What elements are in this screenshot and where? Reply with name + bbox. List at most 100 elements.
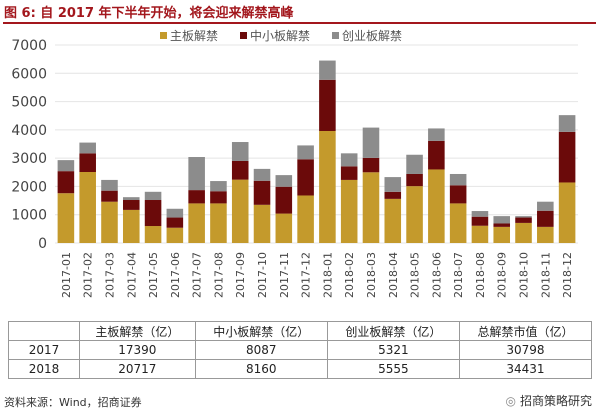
header-cell: [8, 321, 80, 341]
bar-segment: [558, 115, 576, 132]
x-tick-label: 2018-11: [539, 252, 552, 298]
watermark: ◎ 招商策略研究: [506, 392, 593, 409]
bar-segment: [210, 191, 227, 204]
title-rule: [3, 22, 596, 24]
x-tick-label: 2018-12: [561, 252, 574, 298]
x-tick-label: 2017-11: [278, 252, 291, 298]
cell: 20717: [79, 359, 196, 379]
cell: 5555: [326, 359, 460, 379]
bar-segment: [79, 172, 96, 243]
y-tick-label: 3000: [11, 151, 47, 167]
x-tick-label: 2017-04: [125, 252, 138, 298]
bar-segment: [537, 201, 554, 211]
bar-segment: [79, 142, 96, 154]
bar-segment: [362, 172, 380, 243]
bar-segment: [515, 216, 532, 218]
bar-segment: [319, 79, 336, 131]
bar-segment: [428, 169, 445, 243]
bar-segment: [122, 209, 140, 243]
x-tick-label: 2017-05: [147, 252, 160, 298]
legend-item: 中小板解禁: [240, 27, 310, 44]
bar-segment: [275, 213, 293, 243]
y-tick-label: 2000: [11, 179, 47, 195]
watermark-text: 招商策略研究: [519, 394, 592, 408]
x-tick-label: 2018-07: [452, 252, 465, 298]
bar-segment: [493, 223, 511, 227]
cell: 17390: [79, 340, 196, 360]
bar-segment: [166, 227, 184, 243]
table-row: 2018 20717 8160 5555 34431: [8, 359, 593, 379]
bar-segment: [188, 157, 205, 191]
cell: 2017: [8, 340, 80, 360]
cell: 34431: [458, 359, 593, 379]
x-tick-label: 2017-02: [82, 252, 95, 298]
bar-segment: [231, 179, 249, 243]
bar-segment: [231, 160, 249, 180]
bar-segment: [210, 203, 227, 243]
y-tick-label: 5000: [11, 95, 47, 111]
cell: 5321: [326, 340, 460, 360]
bar-segment: [449, 185, 467, 204]
x-tick-label: 2017-01: [60, 252, 73, 298]
bar-segment: [384, 198, 402, 243]
bar-segment: [340, 179, 358, 243]
bar-segment: [166, 208, 184, 218]
legend-label: 主板解禁: [170, 29, 219, 43]
bar-segment: [101, 179, 118, 191]
figure-title: 图 6: 自 2017 年下半年开始，将会迎来解禁高峰: [4, 6, 294, 21]
cell: 30798: [458, 340, 593, 360]
bar-segment: [537, 210, 554, 227]
y-tick-label: 7000: [11, 38, 47, 54]
bar-segment: [406, 173, 423, 187]
header-cell: 总解禁市值（亿）: [458, 321, 593, 341]
bar-segment: [231, 142, 249, 161]
bar-segment: [471, 216, 489, 226]
bar-segment: [122, 200, 140, 210]
header-cell: 创业板解禁（亿）: [326, 321, 460, 341]
x-tick-label: 2018-03: [365, 252, 378, 298]
y-tick-label: 1000: [11, 208, 47, 224]
x-tick-label: 2017-07: [191, 252, 204, 298]
x-tick-label: 2018-05: [409, 252, 422, 298]
x-tick-label: 2018-08: [474, 252, 487, 298]
x-tick-label: 2017-09: [234, 252, 247, 298]
bar-segment: [297, 159, 314, 196]
bar-segment: [471, 225, 489, 243]
legend-label: 中小板解禁: [250, 29, 311, 43]
bar-segment: [493, 216, 511, 224]
x-tick-label: 2017-06: [169, 252, 182, 298]
source-note: 资料来源：Wind，招商证券: [4, 396, 142, 409]
bar-segment: [188, 203, 205, 243]
summary-table: 主板解禁（亿） 中小板解禁（亿） 创业板解禁（亿） 总解禁市值（亿） 2017 …: [8, 321, 593, 379]
table-header-row: 主板解禁（亿） 中小板解禁（亿） 创业板解禁（亿） 总解禁市值（亿）: [8, 321, 593, 341]
cell: 8087: [194, 340, 328, 360]
bar-segment: [449, 173, 467, 186]
bar-segment: [253, 180, 271, 205]
x-tick-label: 2018-09: [496, 252, 509, 298]
x-tick-label: 2018-02: [343, 252, 356, 298]
bar-segment: [144, 191, 162, 201]
bar-segment: [493, 226, 511, 243]
cell: 2018: [8, 359, 80, 379]
bar-segment: [406, 186, 423, 243]
bar-segment: [340, 166, 358, 180]
bar-segment: [515, 222, 532, 243]
bar-segment: [406, 154, 423, 174]
x-tick-label: 2017-08: [212, 252, 225, 298]
table-row: 2017 17390 8087 5321 30798: [8, 340, 593, 360]
x-tick-label: 2017-03: [103, 252, 116, 298]
bar-segment: [275, 186, 293, 214]
bar-segment: [253, 204, 271, 243]
bar-segment: [558, 131, 576, 183]
bar-segment: [79, 153, 96, 173]
cell: 8160: [194, 359, 328, 379]
bar-segment: [319, 60, 336, 80]
bar-segment: [362, 127, 380, 158]
bar-segment: [253, 168, 271, 181]
bar-segment: [297, 145, 314, 160]
legend-swatch: [240, 32, 248, 39]
x-tick-label: 2018-04: [387, 252, 400, 298]
legend-item: 创业板解禁: [332, 27, 402, 44]
legend-item: 主板解禁: [160, 27, 218, 44]
bar-segment: [319, 130, 336, 243]
